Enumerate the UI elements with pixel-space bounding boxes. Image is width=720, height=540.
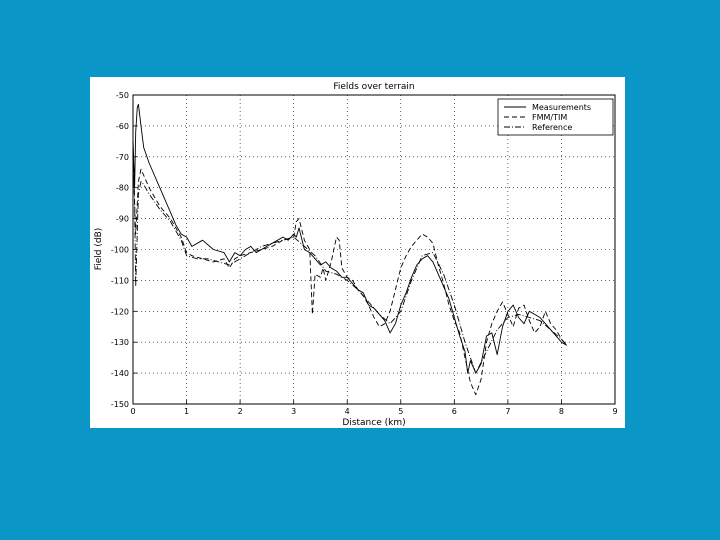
y-tick-label: -150 (111, 400, 129, 409)
y-axis-label: Field (dB) (94, 228, 104, 271)
y-tick-label: -120 (111, 307, 129, 316)
series-layer (132, 103, 568, 396)
x-tick-label: 2 (238, 407, 243, 416)
y-tick-label: -100 (111, 246, 129, 255)
line-chart: 0 1 2 3 4 5 6 7 8 9 -50 -60 -70 -80 -90 -100 -110 -120 -13… (94, 82, 618, 428)
chart-title: Fields over terrain (333, 82, 414, 92)
x-tick-label: 0 (130, 407, 135, 416)
x-tick-label: 6 (452, 407, 457, 416)
y-tick-label: -110 (111, 276, 129, 285)
y-tick-label: -130 (111, 338, 129, 347)
x-axis-label: Distance (km) (342, 418, 405, 428)
legend-box (497, 98, 614, 136)
x-tick-label: 3 (291, 407, 296, 416)
x-tick-label: 1 (184, 407, 189, 416)
x-tick-label: 8 (559, 407, 564, 416)
y-tick-label: -80 (116, 184, 129, 193)
legend-entry: Reference (532, 123, 572, 132)
series-line-measurements (132, 103, 568, 374)
y-tick-label: -90 (116, 215, 129, 224)
x-tick-label: 7 (505, 407, 510, 416)
chart-figure: 0 1 2 3 4 5 6 7 8 9 -50 -60 -70 -80 -90 -100 -110 -120 -13… (90, 77, 625, 428)
series-line-fmm-tim (132, 150, 568, 396)
x-tick-label: 9 (612, 407, 617, 416)
x-tick-label: 5 (398, 407, 403, 416)
series-line-reference (132, 144, 568, 374)
y-tick-label: -70 (116, 153, 129, 162)
ticks: 0 1 2 3 4 5 6 7 8 9 -50 -60 -70 -80 -90 -100 -110 -120 -13… (111, 91, 618, 416)
x-tick-label: 4 (345, 407, 350, 416)
legend-entry: Measurements (532, 103, 591, 112)
y-tick-label: -50 (116, 91, 129, 100)
grid (133, 95, 615, 404)
legend-entry: FMM/TIM (532, 113, 567, 122)
y-tick-label: -60 (116, 122, 129, 131)
y-tick-label: -140 (111, 369, 129, 378)
